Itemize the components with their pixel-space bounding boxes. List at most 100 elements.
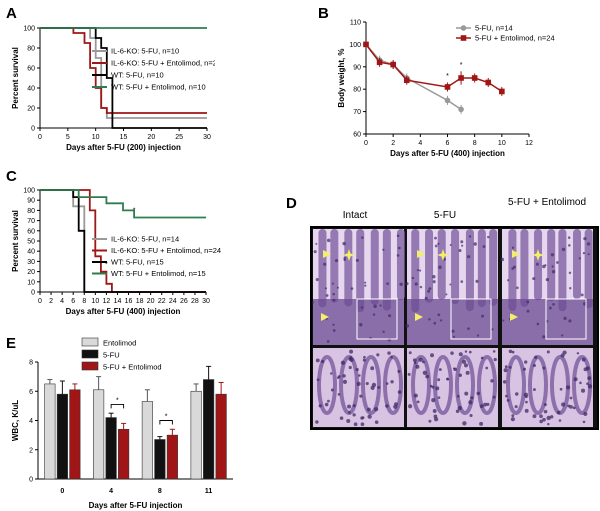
nucleus (340, 360, 346, 365)
x-tick-label: 12 (103, 298, 111, 305)
y-tick-label: 110 (350, 20, 361, 27)
arrow-marker (323, 250, 331, 258)
nucleus (352, 413, 356, 417)
legend-entry: WT: 5-FU, n=15 (111, 258, 164, 267)
nucleus (544, 264, 547, 267)
nucleus (373, 304, 377, 309)
nucleus (573, 377, 578, 382)
nucleus (542, 417, 546, 422)
legend-swatch (81, 337, 99, 347)
legend-entry: IL-6-KO: 5-FU + Entolimod, n=24 (111, 246, 221, 255)
nucleus (374, 420, 379, 424)
panel-letter-c: C (6, 168, 17, 185)
crypt-layer (313, 299, 404, 345)
panel-letter-a: A (6, 5, 17, 22)
nucleus (339, 416, 344, 420)
nucleus (510, 417, 515, 422)
x-tick-label: 5 (66, 134, 70, 141)
nucleus (567, 236, 571, 239)
arrow-marker (415, 313, 423, 321)
nucleus (332, 323, 335, 326)
x-tick-label: 18 (136, 298, 144, 305)
villus (344, 229, 353, 307)
y-tick-label: 2 (29, 447, 33, 454)
x-tick-label: 20 (147, 134, 155, 141)
nucleus (405, 324, 410, 328)
nucleus (366, 407, 371, 412)
bar (105, 417, 117, 480)
nucleus (425, 374, 430, 379)
y-tick-label: 70 (27, 218, 35, 225)
y-tick-label: 0 (31, 126, 35, 133)
nucleus (583, 411, 588, 417)
star-marker (437, 249, 449, 261)
chart-e: 0 2 4 6 8 0 4 8 11 * * Days after 5-FU injection WBC… (11, 337, 233, 510)
nucleus (347, 404, 352, 409)
nucleus (446, 377, 449, 381)
nucleus (479, 404, 484, 409)
nucleus (456, 394, 460, 398)
nucleus (580, 388, 586, 393)
data-point (458, 106, 464, 113)
nucleus (415, 364, 420, 369)
nucleus (468, 350, 472, 354)
x-tick-label: 26 (180, 298, 188, 305)
nucleus (433, 321, 437, 325)
nucleus (473, 242, 477, 246)
nucleus (318, 404, 322, 408)
nucleus (327, 399, 330, 403)
nucleus (371, 382, 377, 388)
nucleus (361, 416, 365, 419)
arrow-marker (512, 250, 520, 258)
y-tick-label: 0 (31, 290, 35, 297)
y-tick-label: 80 (27, 208, 35, 215)
nucleus (561, 334, 564, 337)
nucleus (427, 289, 431, 293)
nucleus (458, 248, 462, 253)
survival-line (40, 27, 207, 129)
x-tick-label: 25 (175, 134, 183, 141)
nucleus (476, 334, 480, 337)
significance-bracket (110, 403, 125, 409)
nucleus (437, 313, 441, 317)
nucleus (511, 414, 515, 418)
zoom-box (545, 298, 587, 340)
nucleus (508, 349, 513, 354)
data-point (458, 75, 464, 81)
nucleus (397, 246, 401, 250)
villus (520, 229, 529, 308)
villus (330, 229, 339, 303)
nucleus (312, 301, 315, 304)
y-tick-label: 10 (27, 279, 35, 286)
nucleus (583, 236, 587, 241)
nucleus (491, 328, 494, 331)
villus (489, 229, 498, 306)
nucleus (450, 351, 454, 355)
x-tick-label: 4 (418, 140, 422, 147)
nucleus (438, 265, 442, 270)
nucleus (569, 396, 573, 400)
nucleus (320, 359, 325, 364)
villus (477, 229, 486, 308)
x-tick-label: 30 (203, 134, 211, 141)
nucleus (324, 402, 329, 407)
nucleus (437, 396, 441, 399)
nucleus (469, 413, 473, 418)
star-marker (343, 249, 355, 261)
nucleus (524, 408, 529, 413)
nucleus (493, 357, 497, 362)
bar (190, 390, 202, 480)
x-tick-label: 8 (82, 298, 86, 305)
histology-title-5fu: 5-FU (433, 210, 457, 221)
nucleus (587, 376, 592, 381)
nucleus (532, 277, 536, 281)
nucleus (581, 357, 586, 362)
villus (451, 229, 460, 305)
nucleus (356, 381, 361, 386)
nucleus (386, 282, 389, 286)
nucleus (432, 274, 436, 279)
nucleus (350, 287, 354, 290)
nucleus (397, 390, 402, 394)
nucleus (492, 395, 496, 399)
nucleus (359, 394, 363, 398)
